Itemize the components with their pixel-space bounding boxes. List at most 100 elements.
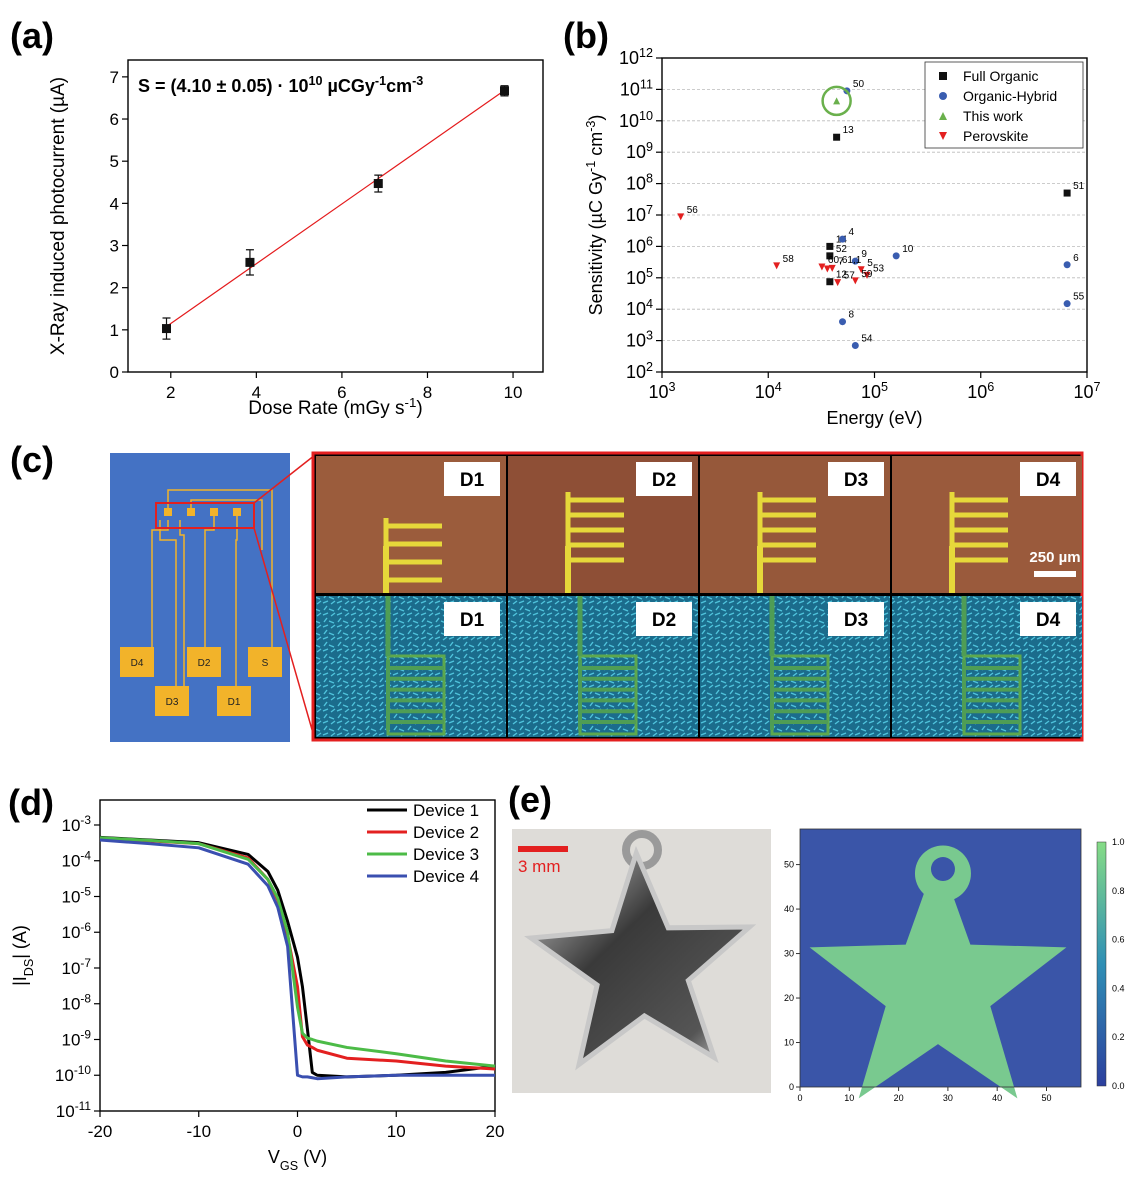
y-tick-label: 10-6	[62, 920, 92, 942]
heatmap-y-tick-label: 50	[784, 860, 794, 870]
marker	[839, 235, 847, 243]
schematic-contact	[187, 508, 195, 516]
point-label: 5	[867, 258, 873, 269]
y-tick-label: 3	[110, 237, 119, 256]
label-part: -11	[75, 1099, 92, 1113]
marker	[939, 112, 947, 120]
marker	[818, 263, 826, 271]
marker	[857, 266, 865, 274]
label-part: -1	[375, 74, 386, 88]
legend-box	[924, 61, 1084, 149]
legend-label: Perovskite	[963, 128, 1029, 144]
label-part: 10	[626, 236, 646, 256]
marker	[826, 252, 834, 260]
y-tick-label: 10-4	[62, 849, 92, 871]
marker	[828, 264, 836, 272]
scale-bar	[1034, 571, 1076, 577]
label-part: |I	[10, 976, 30, 986]
electrode	[578, 660, 636, 730]
label-part: 6	[646, 234, 653, 248]
marker	[823, 265, 831, 273]
heatmap-y-tick-label: 0	[789, 1082, 794, 1092]
label-part: -9	[80, 1027, 91, 1041]
electrode	[770, 660, 828, 730]
label-part: cm	[586, 132, 606, 161]
label-part: 10	[626, 142, 646, 162]
marker	[833, 97, 841, 105]
marker	[851, 277, 859, 285]
colorbar-tick-label: 0.4	[1112, 983, 1125, 993]
image-tag	[636, 602, 692, 636]
label-part: V	[268, 1147, 280, 1167]
x-tick-label: 106	[967, 380, 994, 402]
y-tick-label: 103	[626, 329, 653, 351]
y-tick-label: 106	[626, 234, 653, 256]
label-part: 10	[626, 331, 646, 351]
marker	[892, 252, 900, 260]
label-part: 3	[669, 380, 676, 394]
panel-label: (b)	[563, 15, 609, 56]
point-label: 6	[1073, 253, 1079, 264]
label-part: 10	[62, 959, 81, 978]
label-part: 5	[881, 380, 888, 394]
image-tag	[444, 462, 500, 496]
schematic-highlight	[155, 502, 255, 529]
marker	[851, 341, 859, 349]
image-tag	[1020, 462, 1076, 496]
heatmap-y-tick-label: 10	[784, 1038, 794, 1048]
image-tag-label: D1	[460, 610, 485, 631]
electrode	[757, 492, 816, 568]
heatmap-y-tick-label: 30	[784, 949, 794, 959]
colorbar-tick-label: 0.0	[1112, 1081, 1125, 1091]
colorbar-tick-label: 0.6	[1112, 935, 1125, 945]
y-tick-label: 10-10	[55, 1063, 91, 1085]
label-part: 2	[646, 360, 653, 374]
photo-scale-bar	[518, 846, 568, 852]
x-tick-label: 103	[648, 380, 675, 402]
label-part: 11	[640, 77, 653, 91]
pad-label: D3	[166, 697, 179, 708]
plot-frame	[127, 59, 544, 373]
label-part: 7	[646, 203, 653, 217]
image-tag	[1020, 602, 1076, 636]
label-part: 8	[646, 172, 653, 186]
y-tick-label: 10-9	[62, 1027, 92, 1049]
label-part: 10	[626, 268, 646, 288]
label-part: 10	[619, 111, 639, 131]
image-tag-label: D3	[844, 470, 868, 491]
label-part: 10	[62, 852, 81, 871]
label-part: 10	[62, 816, 81, 835]
marker	[826, 242, 834, 250]
label-part: 10	[639, 109, 653, 123]
label-part: 4	[646, 297, 653, 311]
series-line	[99, 836, 496, 1068]
point-label: 60,61,1	[828, 255, 862, 266]
marker	[834, 279, 842, 287]
label-part: -3	[412, 74, 423, 88]
zoom-lines	[253, 454, 316, 741]
image-tag	[636, 462, 692, 496]
label-part: S = (4.10 ± 0.05) · 10	[138, 76, 308, 96]
legend-label: Full Organic	[963, 68, 1038, 84]
marker	[851, 257, 859, 265]
label-part: 5	[646, 266, 653, 280]
label-part: 10	[861, 382, 881, 402]
y-tick-label: 0	[110, 363, 119, 382]
label-part: -8	[80, 992, 91, 1006]
label-part: 10	[620, 79, 640, 99]
x-tick-label: 104	[755, 380, 782, 402]
y-tick-label: 2	[110, 279, 119, 298]
marker	[245, 257, 255, 267]
label-part: 10	[755, 382, 775, 402]
pad-label: D2	[198, 658, 211, 669]
point-label: 56	[687, 205, 699, 216]
electrode	[962, 660, 1020, 730]
y-tick-label: 10-3	[62, 813, 92, 835]
label-part: -10	[74, 1063, 92, 1077]
label-part: 10	[626, 299, 646, 319]
schematic-contact	[233, 508, 241, 516]
x-tick-label: -20	[88, 1122, 113, 1141]
marker	[773, 262, 781, 270]
point-label: 54	[861, 333, 873, 344]
annotation: S = (4.10 ± 0.05) · 1010 µCGy-1cm-3	[138, 74, 423, 96]
